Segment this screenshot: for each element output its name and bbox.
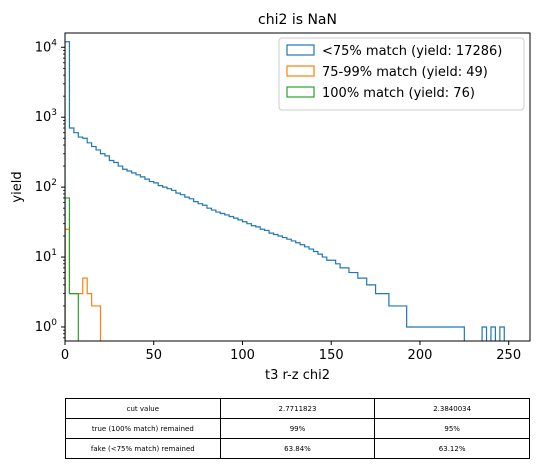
legend-swatch: [286, 44, 315, 56]
x-axis-label: t3 r-z chi2: [265, 368, 330, 383]
table-cell: 63.84%: [219, 438, 376, 459]
legend-box: [278, 37, 525, 111]
x-tick-label: 0: [61, 348, 69, 363]
series-0-step-line: [65, 41, 505, 341]
cut-summary-table: cut value 2.7711823 2.3840034 true (100%…: [65, 398, 530, 459]
y-tick-label: 100: [35, 318, 58, 335]
x-tick-label: 150: [319, 348, 344, 363]
table-cell: 63.12%: [374, 438, 530, 459]
y-tick-label: 101: [35, 248, 57, 265]
y-tick-label: 103: [35, 108, 57, 125]
legend-swatch: [286, 86, 315, 98]
legend: <75% match (yield: 17286) 75-99% match (y…: [278, 37, 525, 111]
x-tick-label: 50: [145, 348, 162, 363]
chart-title: chi2 is NaN: [258, 12, 337, 28]
series-layer: [65, 41, 505, 341]
table-cell: 95%: [374, 418, 530, 439]
table-cell: true (100% match) remained: [65, 418, 221, 439]
series-2-step-line: [65, 197, 79, 341]
legend-entry-label: <75% match (yield: 17286): [322, 44, 502, 59]
x-tick-label: 250: [496, 348, 521, 363]
table-cell: 2.3840034: [374, 398, 530, 419]
y-axis-label: yield: [10, 171, 25, 202]
legend-entry-label: 100% match (yield: 76): [322, 86, 475, 101]
table-row: cut value 2.7711823 2.3840034: [65, 398, 530, 419]
x-axis: 0 50 100 150 200 250: [61, 341, 521, 363]
x-tick-label: 100: [230, 348, 255, 363]
y-tick-label: 104: [35, 38, 58, 55]
table-row: fake (<75% match) remained 63.84% 63.12%: [65, 438, 530, 459]
y-tick-label: 102: [35, 178, 57, 195]
table-cell: fake (<75% match) remained: [65, 438, 221, 459]
legend-swatch: [286, 65, 315, 77]
legend-entry-label: 75-99% match (yield: 49): [322, 65, 488, 80]
table-cell: cut value: [65, 398, 221, 419]
x-tick-label: 200: [408, 348, 433, 363]
histogram-chart: 0 50 100 150 200 250 100 101 102 103 104 chi2 is …: [10, 12, 531, 383]
table-cell: 2.7711823: [219, 398, 376, 419]
y-axis: 100 101 102 103 104: [35, 38, 65, 339]
table-row: true (100% match) remained 99% 95%: [65, 418, 530, 439]
table-cell: 99%: [219, 418, 376, 439]
